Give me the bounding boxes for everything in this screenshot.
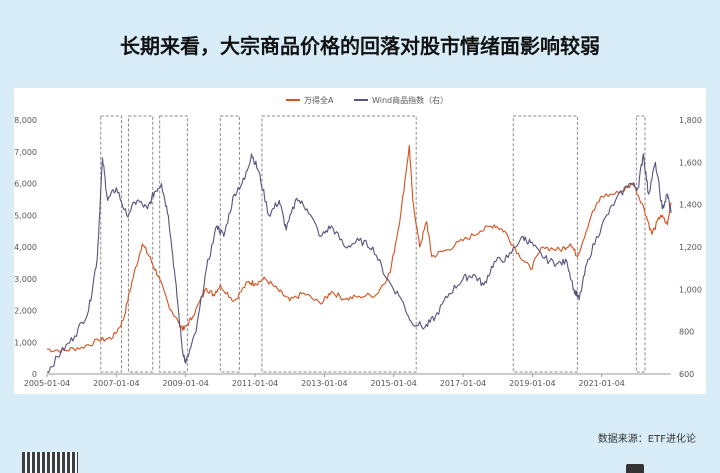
series-line-2 (46, 153, 672, 374)
chart-panel: 万得全A Wind商品指数（右） 0 1,000 2,000 3,000 4,000 5,0… (14, 88, 706, 394)
y-right-tick-label: 600 (679, 370, 694, 379)
x-tick-label: 2009-01-04 (162, 379, 209, 388)
series-line-1 (46, 144, 672, 354)
x-tick-label: 2005-01-04 (24, 379, 71, 388)
highlight-window (635, 115, 646, 373)
qr-code (22, 452, 78, 473)
highlight-window (512, 115, 578, 373)
highlight-window (261, 115, 417, 373)
highlight-window (159, 115, 188, 373)
chart-lines (46, 144, 672, 374)
x-tick-label: 2015-01-04 (370, 379, 417, 388)
corner-logo (626, 464, 644, 473)
y-right-tick-label: 1,600 (679, 158, 702, 167)
y-right-tick-label: 1,800 (679, 116, 702, 125)
y-left-tick-label: 1,000 (14, 338, 37, 347)
y-left-tick-label: 4,000 (14, 243, 37, 252)
y-right-tick-label: 800 (679, 328, 694, 337)
x-tick-label: 2021-01-04 (578, 379, 625, 388)
legend-label-2: Wind商品指数（右） (372, 95, 448, 105)
y-right-tick-label: 1,000 (679, 285, 702, 294)
x-tick-label: 2011-01-04 (232, 379, 279, 388)
chart-svg: 万得全A Wind商品指数（右） 0 1,000 2,000 3,000 4,000 5,0… (14, 95, 702, 388)
x-tick-label: 2017-01-04 (440, 379, 487, 388)
y-right-tick-label: 1,400 (679, 201, 702, 210)
x-tick-label: 2007-01-04 (93, 379, 140, 388)
highlight-window (100, 115, 123, 373)
source-note: 数据来源：ETF进化论 (597, 434, 696, 445)
y-left-tick-label: 6,000 (14, 180, 37, 189)
y-left-tick-label: 3,000 (14, 275, 37, 284)
highlight-window (127, 115, 154, 373)
x-tick-label: 2019-01-04 (509, 379, 556, 388)
chart-legend: 万得全A Wind商品指数（右） (286, 95, 448, 105)
legend-label-1: 万得全A (304, 95, 334, 105)
highlight-window (219, 115, 240, 373)
y-right-tick-label: 1,200 (679, 243, 702, 252)
x-tick-label: 2013-01-04 (301, 379, 348, 388)
y-left-tick-label: 5,000 (14, 211, 37, 220)
chart-axes: 0 1,000 2,000 3,000 4,000 5,000 6,000 7,000 8,00… (14, 116, 702, 388)
y-left-tick-label: 0 (32, 370, 37, 379)
page-headline: 长期来看，大宗商品价格的回落对股市情绪面影响较弱 (120, 34, 600, 58)
y-left-tick-label: 8,000 (14, 116, 37, 125)
highlight-windows (100, 115, 646, 373)
y-left-tick-label: 7,000 (14, 148, 37, 157)
y-left-tick-label: 2,000 (14, 307, 37, 316)
